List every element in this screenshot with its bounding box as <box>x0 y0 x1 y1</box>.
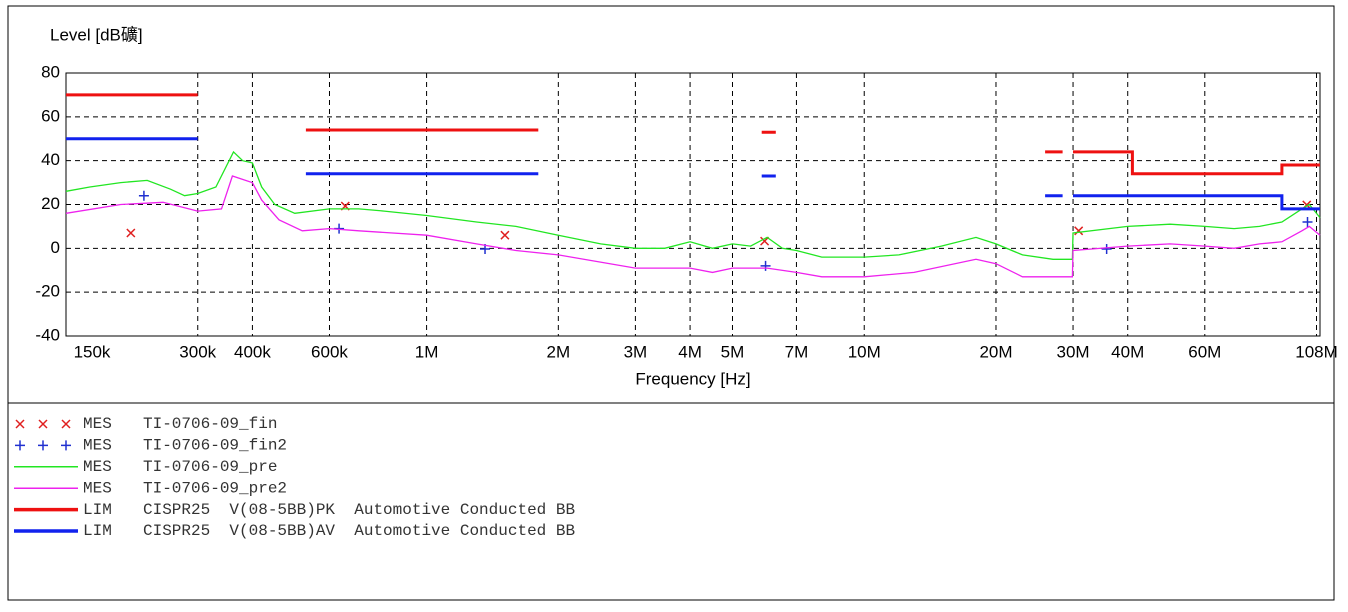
y-tick-label: 80 <box>41 62 60 81</box>
marker <box>1302 217 1313 228</box>
x-tick-label: 300k <box>179 342 216 361</box>
legend-symbol <box>15 440 25 451</box>
y-tick-label: 20 <box>41 194 60 213</box>
limit-line <box>66 93 1320 176</box>
marker <box>126 228 136 238</box>
x-tick-label: 108M <box>1295 342 1338 361</box>
x-tick-label: 400k <box>234 342 271 361</box>
legend-symbol <box>15 419 25 429</box>
legend-label: TI-0706-09_pre <box>143 458 277 476</box>
y-tick-label: 40 <box>41 150 60 169</box>
marker <box>1101 243 1112 254</box>
legend-prefix: MES <box>83 458 112 476</box>
x-tick-label: 150k <box>74 342 111 361</box>
trace <box>65 175 1321 278</box>
frame <box>7 5 1335 601</box>
marker <box>138 190 149 201</box>
x-tick-label: 7M <box>785 342 809 361</box>
marker <box>760 236 770 246</box>
marker <box>760 260 771 271</box>
legend-label: TI-0706-09_fin2 <box>143 437 287 455</box>
legend-label: TI-0706-09_fin <box>143 415 277 433</box>
legend-symbol <box>38 419 48 429</box>
legend-prefix: MES <box>83 415 112 433</box>
legend-prefix: LIM <box>83 501 112 519</box>
x-tick-label: 4M <box>678 342 702 361</box>
legend-label: CISPR25 V(08-5BB)AV Automotive Conducted… <box>143 522 575 540</box>
x-tick-label: 60M <box>1188 342 1221 361</box>
x-axis-label: Frequency [Hz] <box>635 369 750 388</box>
y-axis-label: Level [dB礦] <box>50 25 143 44</box>
legend-label: CISPR25 V(08-5BB)PK Automotive Conducted… <box>143 501 575 519</box>
legend-symbol <box>61 440 71 451</box>
legend-label: TI-0706-09_pre2 <box>143 479 287 497</box>
legend-prefix: MES <box>83 479 112 497</box>
x-tick-label: 10M <box>848 342 881 361</box>
y-tick-label: -20 <box>35 282 60 301</box>
x-tick-label: 600k <box>311 342 348 361</box>
marker <box>1074 226 1084 236</box>
y-tick-label: -40 <box>35 325 60 344</box>
x-tick-label: 20M <box>979 342 1012 361</box>
marker <box>500 230 510 240</box>
limit-line <box>66 137 1320 211</box>
y-tick-label: 60 <box>41 106 60 125</box>
x-tick-label: 40M <box>1111 342 1144 361</box>
trace <box>65 150 1321 260</box>
legend-symbol <box>61 419 71 429</box>
legend-symbol <box>38 440 48 451</box>
legend-prefix: LIM <box>83 522 112 540</box>
x-tick-label: 1M <box>415 342 439 361</box>
y-tick-label: 0 <box>51 238 60 257</box>
x-tick-label: 5M <box>721 342 745 361</box>
x-tick-label: 3M <box>624 342 648 361</box>
x-tick-label: 2M <box>547 342 571 361</box>
x-tick-label: 30M <box>1057 342 1090 361</box>
legend-prefix: MES <box>83 437 112 455</box>
